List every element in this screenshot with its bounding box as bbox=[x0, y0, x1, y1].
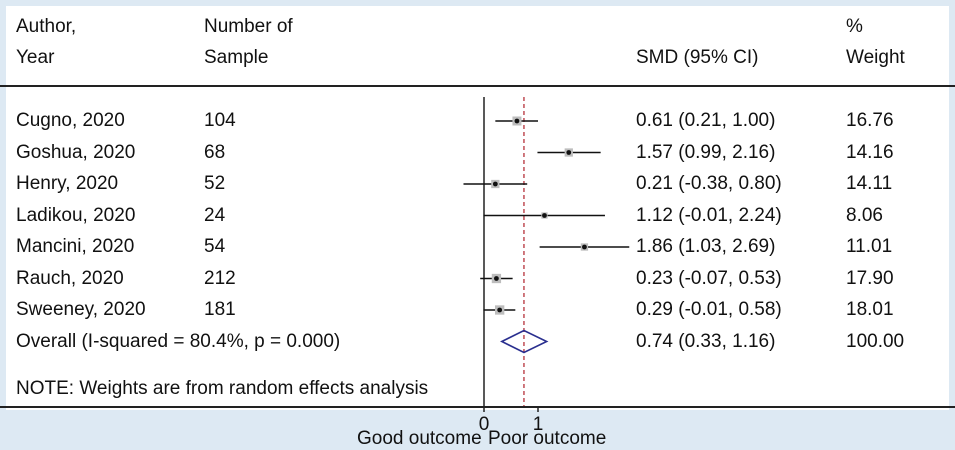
study-name: Rauch, 2020 bbox=[16, 267, 124, 289]
footnote: NOTE: Weights are from random effects an… bbox=[16, 378, 429, 399]
study-point-estimate bbox=[582, 244, 587, 250]
study-sample-size: 52 bbox=[204, 173, 226, 194]
study-point-estimate bbox=[492, 181, 498, 187]
study-sample-size: 24 bbox=[204, 204, 226, 226]
header-weight: Weight bbox=[846, 47, 905, 68]
study-weight: 16.76 bbox=[846, 110, 894, 131]
study-smd-ci: 0.29 (-0.01, 0.58) bbox=[636, 299, 782, 320]
forest-plot-panel bbox=[6, 6, 949, 410]
study-sample-size: 68 bbox=[204, 141, 226, 163]
study-name: Sweeney, 2020 bbox=[16, 299, 146, 320]
x-axis-left-label: Good outcome bbox=[357, 428, 482, 449]
overall-diamond bbox=[500, 329, 549, 354]
study-smd-ci: 0.23 (-0.07, 0.53) bbox=[636, 267, 782, 289]
study-smd-ci: 0.61 (0.21, 1.00) bbox=[636, 110, 776, 131]
study-name: Cugno, 2020 bbox=[16, 110, 125, 131]
study-weight: 14.11 bbox=[846, 173, 893, 194]
study-smd-ci: 1.12 (-0.01, 2.24) bbox=[636, 204, 782, 226]
study-point-estimate bbox=[514, 118, 520, 124]
study-name: Mancini, 2020 bbox=[16, 236, 135, 257]
study-point-estimate bbox=[494, 276, 499, 281]
study-sample-size: 212 bbox=[204, 267, 236, 289]
study-weight: 18.01 bbox=[846, 299, 894, 320]
study-name: Ladikou, 2020 bbox=[16, 204, 136, 226]
study-weight: 17.90 bbox=[846, 267, 894, 289]
x-axis-right-label: Poor outcome bbox=[488, 428, 607, 449]
header-number-of: Number of bbox=[204, 16, 293, 37]
study-sample-size: 54 bbox=[204, 236, 226, 257]
study-sample-size: 104 bbox=[204, 110, 236, 131]
bottom-divider bbox=[0, 406, 955, 408]
study-point-estimate bbox=[566, 150, 572, 155]
study-point-estimate bbox=[497, 307, 503, 313]
study-name: Henry, 2020 bbox=[16, 173, 119, 194]
study-weight: 14.16 bbox=[846, 141, 894, 163]
study-sample-size: 181 bbox=[204, 299, 236, 320]
study-smd-ci: 1.57 (0.99, 2.16) bbox=[636, 141, 776, 163]
study-point-estimate bbox=[542, 213, 547, 218]
study-weight: 8.06 bbox=[846, 204, 883, 226]
header-year: Year bbox=[16, 47, 55, 68]
header-divider bbox=[0, 85, 955, 87]
overall-weight: 100.00 bbox=[846, 330, 905, 352]
study-weight: 11.01 bbox=[846, 236, 893, 257]
overall-label: Overall (I-squared = 80.4%, p = 0.000) bbox=[16, 330, 341, 352]
study-smd-ci: 1.86 (1.03, 2.69) bbox=[636, 236, 776, 257]
x-tick-label-1: 1 bbox=[533, 414, 544, 435]
study-smd-ci: 0.21 (-0.38, 0.80) bbox=[636, 173, 782, 194]
x-tick-label-0: 0 bbox=[479, 414, 490, 435]
header-author: Author, bbox=[16, 16, 77, 37]
header-sample: Sample bbox=[204, 47, 269, 68]
header-percent: % bbox=[846, 16, 863, 37]
study-name: Goshua, 2020 bbox=[16, 141, 136, 163]
header-smd: SMD (95% CI) bbox=[636, 47, 759, 68]
overall-smd-ci: 0.74 (0.33, 1.16) bbox=[636, 330, 776, 352]
